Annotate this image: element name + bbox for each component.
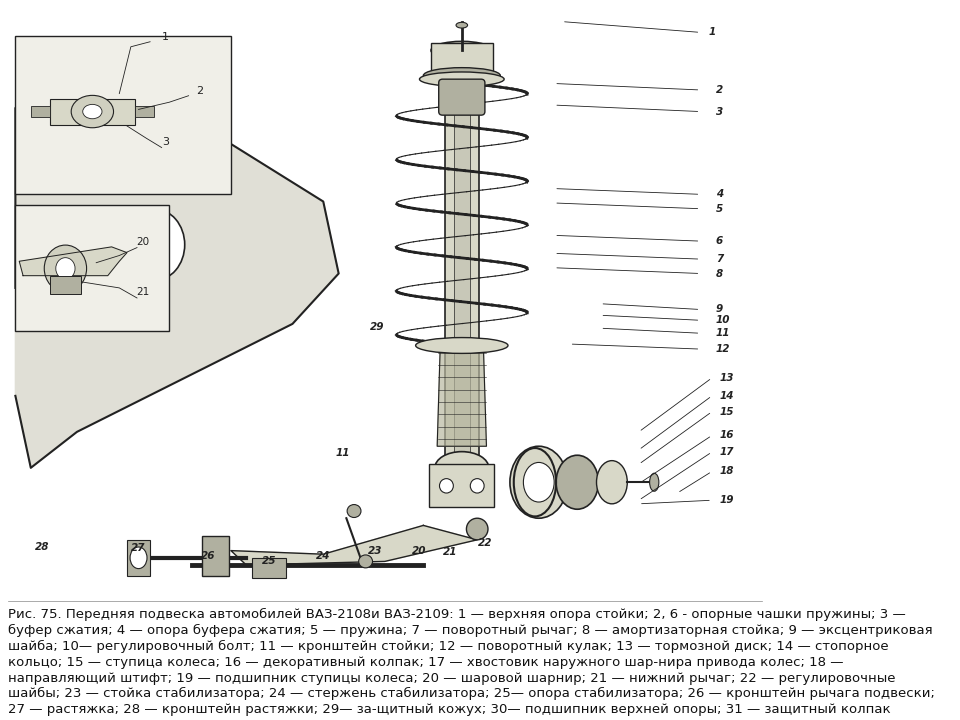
Polygon shape <box>231 526 477 565</box>
Text: 27: 27 <box>132 544 146 554</box>
Bar <box>50 99 134 125</box>
Ellipse shape <box>348 505 361 518</box>
Bar <box>431 43 492 72</box>
Ellipse shape <box>416 338 508 354</box>
Polygon shape <box>19 247 127 276</box>
Text: 23: 23 <box>369 546 383 556</box>
Text: кольцо; 15 — ступица колеса; 16 — декоративный колпак; 17 — хвостовик наружного : кольцо; 15 — ступица колеса; 16 — декора… <box>8 656 843 669</box>
Ellipse shape <box>650 473 659 491</box>
Text: 22: 22 <box>478 539 492 549</box>
Ellipse shape <box>359 555 372 568</box>
Ellipse shape <box>431 41 492 59</box>
Ellipse shape <box>423 68 500 84</box>
Text: 19: 19 <box>720 495 734 505</box>
Ellipse shape <box>523 462 554 502</box>
Text: 3: 3 <box>162 138 169 148</box>
Text: буфер сжатия; 4 — опора буфера сжатия; 5 — пружина; 7 — поворотный рычаг; 8 — ам: буфер сжатия; 4 — опора буфера сжатия; 5… <box>8 624 932 637</box>
Bar <box>454 86 469 461</box>
Text: 5: 5 <box>716 204 723 214</box>
Text: 1: 1 <box>162 32 169 42</box>
Ellipse shape <box>420 72 504 86</box>
Text: 20: 20 <box>412 546 427 556</box>
Ellipse shape <box>71 95 113 127</box>
Text: 6: 6 <box>716 236 723 246</box>
Text: 20: 20 <box>135 237 149 247</box>
Text: 9: 9 <box>716 305 723 315</box>
Polygon shape <box>15 58 339 468</box>
Text: 4: 4 <box>716 189 723 199</box>
Bar <box>134 106 154 117</box>
Bar <box>252 558 286 578</box>
Text: 14: 14 <box>720 391 734 401</box>
Ellipse shape <box>440 479 453 493</box>
Bar <box>127 540 150 576</box>
Ellipse shape <box>44 245 86 292</box>
Text: 2: 2 <box>716 85 723 95</box>
Ellipse shape <box>467 518 488 540</box>
Text: направляющий штифт; 19 — подшипник ступицы колеса; 20 — шаровой шарнир; 21 — ниж: направляющий штифт; 19 — подшипник ступи… <box>8 672 895 685</box>
Ellipse shape <box>510 446 567 518</box>
Text: 11: 11 <box>716 328 731 338</box>
Text: 11: 11 <box>335 449 349 459</box>
Text: шайбы; 23 — стойка стабилизатора; 24 — стержень стабилизатора; 25— опора стабили: шайбы; 23 — стойка стабилизатора; 24 — с… <box>8 688 935 701</box>
Text: 17: 17 <box>720 447 734 457</box>
Bar <box>50 276 81 294</box>
Text: 1: 1 <box>708 27 715 37</box>
Polygon shape <box>437 346 487 446</box>
Text: 3: 3 <box>716 107 723 117</box>
FancyBboxPatch shape <box>439 79 485 115</box>
Text: 26: 26 <box>201 551 215 561</box>
Ellipse shape <box>456 22 468 28</box>
Text: 27 — растяжка; 28 — кронштейн растяжки; 29— за-щитный кожух; 30— подшипник верхн: 27 — растяжка; 28 — кронштейн растяжки; … <box>8 703 890 716</box>
Text: 10: 10 <box>716 315 731 325</box>
Ellipse shape <box>556 455 598 509</box>
Bar <box>444 86 479 461</box>
Text: 21: 21 <box>443 547 458 557</box>
Text: 18: 18 <box>720 467 734 477</box>
Text: 12: 12 <box>716 344 731 354</box>
Text: 2: 2 <box>197 86 204 96</box>
Bar <box>15 36 231 194</box>
Text: 13: 13 <box>720 373 734 383</box>
Bar <box>15 205 169 331</box>
Ellipse shape <box>435 451 489 484</box>
Ellipse shape <box>470 479 484 493</box>
Text: шайба; 10— регулировочный болт; 11 — кронштейн стойки; 12 — поворотный кулак; 13: шайба; 10— регулировочный болт; 11 — кро… <box>8 640 888 653</box>
Text: 8: 8 <box>716 269 723 279</box>
Text: 21: 21 <box>135 287 149 297</box>
Text: 28: 28 <box>36 542 50 552</box>
Bar <box>31 106 50 117</box>
Text: 7: 7 <box>716 254 723 264</box>
Ellipse shape <box>130 547 147 569</box>
Text: 15: 15 <box>720 407 734 417</box>
Bar <box>429 464 494 508</box>
Text: 29: 29 <box>371 323 385 333</box>
Bar <box>202 536 229 576</box>
Text: Рис. 75. Передняя подвеска автомобилей ВАЗ-2108и ВАЗ-2109: 1 — верхняя опора сто: Рис. 75. Передняя подвеска автомобилей В… <box>8 608 905 621</box>
Text: 25: 25 <box>262 557 276 567</box>
Ellipse shape <box>596 461 627 504</box>
Ellipse shape <box>83 104 102 119</box>
Text: 16: 16 <box>720 431 734 441</box>
Ellipse shape <box>123 209 184 281</box>
Text: 24: 24 <box>316 551 330 561</box>
Ellipse shape <box>56 258 75 279</box>
